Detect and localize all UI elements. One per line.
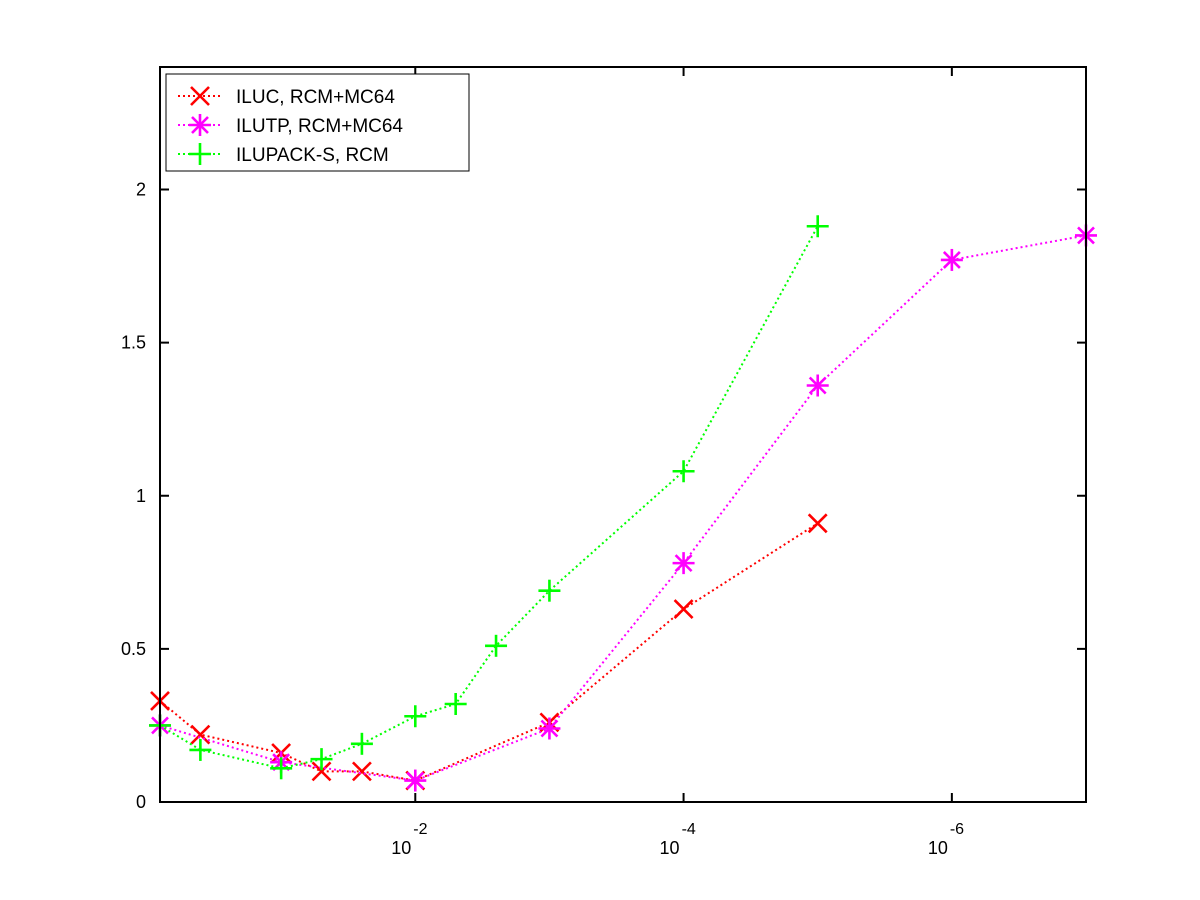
data-point bbox=[672, 552, 695, 575]
x-tick-label-base: 10 bbox=[660, 838, 680, 858]
legend-box bbox=[165, 73, 470, 172]
y-tick-label: 1.5 bbox=[121, 333, 146, 353]
y-tick-label: 0 bbox=[136, 792, 146, 812]
data-point bbox=[311, 761, 332, 782]
data-point bbox=[189, 738, 212, 761]
data-point bbox=[672, 460, 695, 483]
data-point bbox=[673, 599, 694, 619]
legend: ILUC, RCM+MC64 ILUTP, RCM+MC64 ILUPACK-S, … bbox=[165, 73, 470, 172]
x-tick-label-exponent: -2 bbox=[413, 821, 427, 838]
data-point bbox=[538, 579, 561, 602]
legend-marker bbox=[189, 143, 211, 165]
data-point bbox=[404, 705, 427, 728]
legend-entry-label: ILUPACK-S, RCM bbox=[236, 145, 389, 166]
data-point bbox=[270, 757, 293, 780]
legend-entry-label: ILUTP, RCM+MC64 bbox=[236, 116, 403, 137]
plot-content bbox=[149, 215, 1097, 792]
axes-box bbox=[159, 66, 1087, 803]
legend-marker bbox=[190, 86, 210, 106]
data-point bbox=[806, 374, 829, 397]
legend-entry-label: ILUC, RCM+MC64 bbox=[236, 87, 395, 108]
data-point bbox=[940, 248, 963, 271]
data-point bbox=[807, 513, 828, 534]
data-point bbox=[350, 732, 373, 755]
data-point bbox=[404, 769, 427, 792]
x-tick-label-base: 10 bbox=[391, 838, 411, 858]
y-tick-label: 0.5 bbox=[121, 639, 146, 659]
data-point bbox=[806, 215, 829, 238]
legend-marker bbox=[189, 114, 211, 136]
data-point bbox=[190, 724, 211, 745]
x-tick-label-base: 10 bbox=[928, 838, 948, 858]
y-tick-label: 2 bbox=[136, 180, 146, 200]
data-point bbox=[485, 634, 508, 657]
data-point bbox=[444, 693, 467, 715]
x-tick-label-exponent: -4 bbox=[682, 821, 696, 838]
plot-area bbox=[160, 67, 1086, 802]
data-point bbox=[351, 761, 372, 782]
x-tick-label-exponent: -6 bbox=[950, 821, 964, 838]
data-point bbox=[310, 748, 333, 771]
data-point bbox=[538, 717, 561, 740]
y-tick-label: 1 bbox=[136, 486, 146, 506]
